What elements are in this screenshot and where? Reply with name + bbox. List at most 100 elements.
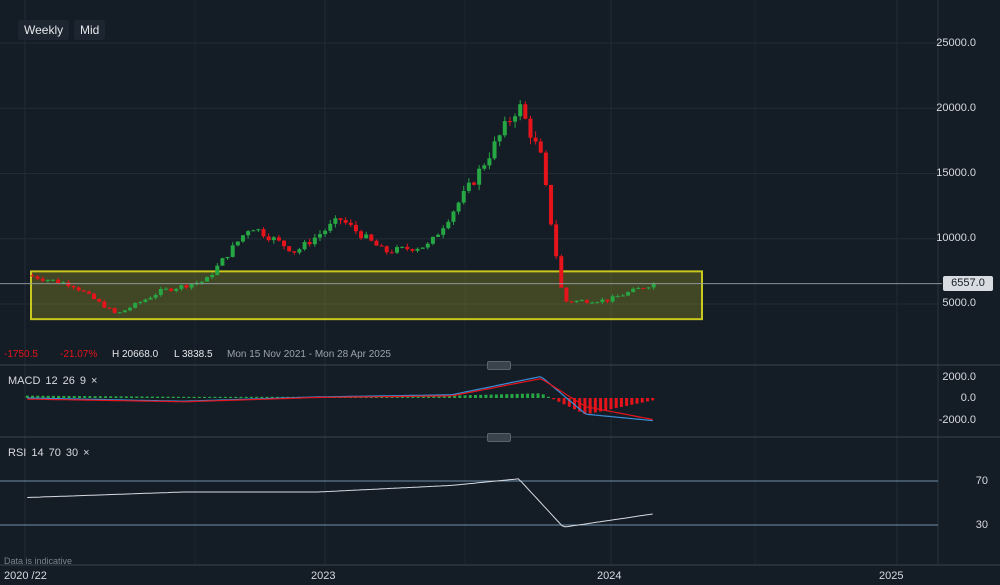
- candle-down: [102, 301, 107, 308]
- macd-title: MACD 12 26 9 ×: [8, 375, 102, 387]
- macd-histogram-bar: [468, 395, 472, 398]
- x-tick-label: 2020 /22: [4, 570, 47, 582]
- macd-histogram-bar: [229, 396, 233, 398]
- macd-histogram-bar: [62, 395, 66, 398]
- candle-up: [256, 229, 261, 231]
- candle-up: [626, 292, 631, 296]
- candle-down: [81, 290, 86, 292]
- macd-histogram-bar: [619, 398, 623, 407]
- candle-up: [492, 141, 497, 159]
- candle-up: [425, 243, 430, 248]
- macd-histogram-bar: [270, 396, 274, 398]
- price-type-button[interactable]: Mid: [74, 20, 106, 40]
- pane-resize-handle[interactable]: [487, 361, 511, 370]
- macd-histogram-bar: [57, 395, 61, 398]
- macd-histogram-bar: [416, 395, 420, 398]
- macd-tick-label: 0.0: [960, 392, 976, 404]
- macd-histogram-bar: [609, 398, 613, 410]
- candle-down: [359, 231, 364, 239]
- candle-down: [564, 287, 569, 302]
- macd-histogram-bar: [31, 395, 35, 398]
- macd-histogram-bar: [546, 396, 550, 398]
- candle-up: [251, 230, 256, 232]
- macd-histogram-bar: [275, 396, 279, 398]
- candle-up: [487, 158, 492, 166]
- macd-histogram-bar: [51, 395, 55, 398]
- candle-down: [533, 137, 538, 142]
- candle-down: [92, 293, 97, 300]
- close-icon[interactable]: ×: [91, 375, 98, 387]
- macd-histogram-bar: [421, 395, 425, 398]
- macd-histogram-bar: [265, 396, 269, 398]
- pane-resize-handle[interactable]: [487, 433, 511, 442]
- candle-down: [569, 301, 574, 303]
- interval-button[interactable]: Weekly: [18, 20, 70, 40]
- macd-histogram-bar: [203, 396, 207, 398]
- macd-histogram-bar: [156, 396, 160, 398]
- candle-up: [461, 190, 466, 203]
- macd-histogram-bar: [593, 398, 597, 413]
- macd-param: 9: [79, 375, 87, 387]
- candle-up: [174, 288, 179, 291]
- candle-up: [615, 296, 620, 298]
- macd-histogram-bar: [114, 396, 118, 398]
- macd-histogram-bar: [36, 395, 40, 398]
- macd-histogram-bar: [72, 395, 76, 398]
- macd-tick-label: 2000.0: [942, 371, 976, 383]
- macd-histogram-bar: [463, 395, 467, 398]
- macd-histogram-bar: [604, 398, 608, 411]
- candle-up: [579, 300, 584, 302]
- candle-up: [430, 236, 435, 244]
- candle-up: [215, 265, 220, 275]
- candle-up: [246, 231, 251, 236]
- candle-up: [323, 230, 328, 235]
- macd-param: 26: [62, 375, 75, 387]
- macd-histogram-bar: [645, 398, 649, 402]
- macd-histogram-bar: [234, 396, 238, 398]
- candle-up: [482, 165, 487, 169]
- candle-up: [189, 284, 194, 288]
- candle-up: [415, 248, 420, 251]
- candle-up: [153, 294, 158, 298]
- candle-up: [297, 249, 302, 253]
- candle-up: [466, 182, 471, 191]
- close-icon[interactable]: ×: [83, 447, 90, 459]
- macd-tick-label: -2000.0: [938, 414, 976, 426]
- candle-down: [307, 242, 312, 245]
- macd-histogram-bar: [437, 395, 441, 398]
- macd-histogram-bar: [135, 396, 139, 398]
- candle-up: [497, 135, 502, 142]
- macd-histogram-bar: [77, 396, 81, 398]
- macd-histogram-bar: [635, 398, 639, 404]
- macd-histogram-bar: [473, 395, 477, 398]
- macd-histogram-bar: [432, 395, 436, 398]
- candle-down: [169, 288, 174, 291]
- macd-histogram-bar: [124, 396, 128, 398]
- rsi-name: RSI: [8, 447, 27, 459]
- candle-up: [420, 247, 425, 249]
- macd-histogram-bar: [651, 398, 655, 401]
- candle-down: [389, 252, 394, 254]
- candle-down: [292, 251, 297, 253]
- change-percent: -21.07%: [60, 349, 98, 360]
- macd-histogram-bar: [489, 394, 493, 398]
- macd-histogram-bar: [260, 396, 264, 398]
- macd-histogram-bar: [458, 395, 462, 398]
- candle-down: [86, 291, 91, 294]
- rsi-param: 70: [48, 447, 61, 459]
- change-value: -1750.5: [4, 349, 38, 360]
- candle-down: [374, 240, 379, 246]
- macd-histogram-bar: [484, 394, 488, 398]
- candle-up: [400, 246, 405, 248]
- candle-up: [128, 307, 133, 311]
- signal-line: [27, 378, 653, 421]
- candle-up: [230, 245, 235, 257]
- candle-down: [71, 285, 76, 288]
- candle-down: [76, 287, 81, 291]
- candle-up: [436, 234, 441, 237]
- candle-up: [317, 234, 322, 238]
- candle-up: [446, 221, 451, 229]
- candle-up: [117, 312, 122, 314]
